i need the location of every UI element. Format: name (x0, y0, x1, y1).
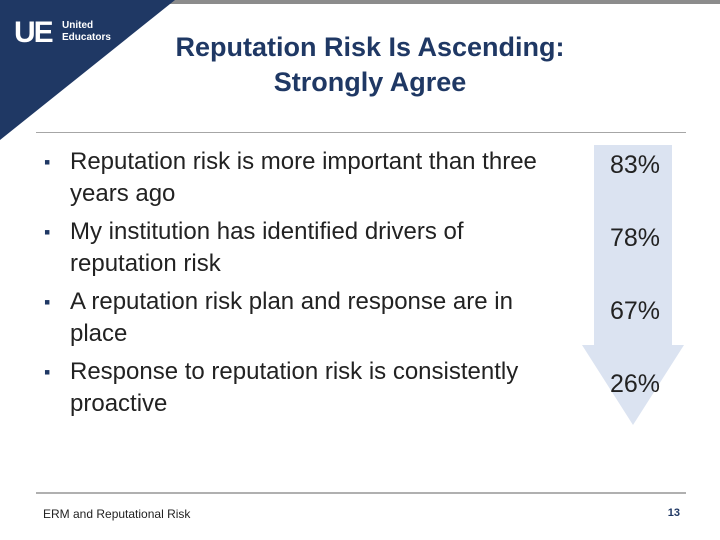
percent-value-4: 26% (609, 370, 661, 398)
bullet-list: ▪ Reputation risk is more important than … (44, 146, 564, 426)
square-bullet-icon: ▪ (44, 152, 51, 172)
title-line-1: Reputation Risk Is Ascending: (175, 32, 565, 62)
top-border-line (150, 0, 720, 4)
footer-label: ERM and Reputational Risk (43, 507, 191, 521)
bullet-item-4: ▪ Response to reputation risk is consiste… (44, 356, 564, 420)
title-divider (36, 132, 686, 133)
logo-mark: UE (14, 16, 54, 49)
bullet-text-4: Response to reputation risk is consisten… (70, 358, 519, 417)
logo-text: United Educators (62, 20, 111, 44)
percent-value-1: 83% (609, 151, 661, 179)
united-educators-logo: UE United Educators (14, 16, 114, 52)
footer-divider (36, 492, 686, 494)
bullet-text-2: My institution has identified drivers of… (70, 218, 464, 277)
title-line-2: Strongly Agree (273, 67, 467, 97)
square-bullet-icon: ▪ (44, 222, 51, 242)
square-bullet-icon: ▪ (44, 292, 51, 312)
percent-value-3: 67% (609, 297, 661, 325)
slide-title: Reputation Risk Is Ascending: Strongly A… (130, 30, 610, 100)
bullet-item-2: ▪ My institution has identified drivers o… (44, 216, 564, 280)
bullet-text-1: Reputation risk is more important than t… (70, 148, 537, 207)
corner-triangle-banner (0, 0, 175, 140)
logo-line-2: Educators (62, 32, 111, 43)
bullet-item-1: ▪ Reputation risk is more important than … (44, 146, 564, 210)
square-bullet-icon: ▪ (44, 362, 51, 382)
bullet-item-3: ▪ A reputation risk plan and response are… (44, 286, 564, 350)
down-arrow-icon (582, 145, 684, 425)
logo-line-1: United (62, 20, 94, 31)
page-number: 13 (667, 507, 680, 519)
bullet-text-3: A reputation risk plan and response are … (70, 288, 513, 347)
percent-value-2: 78% (609, 224, 661, 252)
